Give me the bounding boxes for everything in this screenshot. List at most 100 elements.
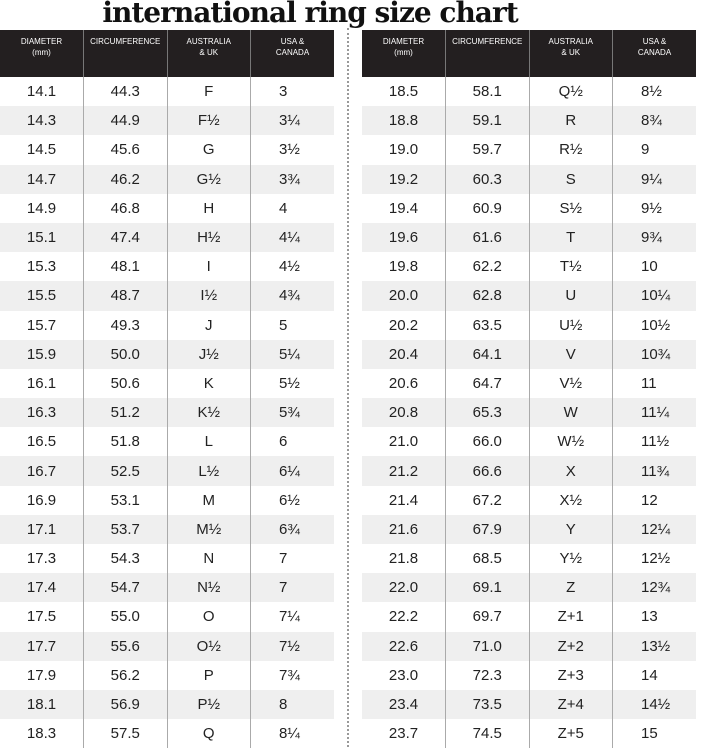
cell-diameter: 18.3 (0, 719, 84, 748)
cell-diameter: 19.0 (362, 135, 446, 165)
cell-circumference: 74.5 (445, 719, 530, 748)
cell-circumference: 48.7 (83, 281, 168, 311)
cell-circumference: 69.1 (445, 573, 530, 603)
cell-circumference: 50.0 (83, 339, 168, 369)
cell-australia-uk: U½ (529, 310, 613, 340)
cell-diameter: 15.3 (0, 252, 84, 282)
table-row: 15.1 47.4 H½ 4¼ (0, 222, 334, 253)
cell-circumference: 54.3 (83, 544, 168, 574)
table-row: 20.2 63.5 U½ 10½ (362, 310, 696, 340)
cell-circumference: 56.2 (83, 660, 168, 690)
table-row: 18.8 59.1 R 8¾ (362, 106, 696, 136)
table-row: 21.6 67.9 Y 12¼ (362, 514, 696, 544)
table-row: 14.9 46.8 H 4 (0, 193, 334, 223)
cell-australia-uk: G½ (167, 164, 251, 194)
cell-circumference: 63.5 (445, 310, 530, 340)
table-row: 19.4 60.9 S½ 9½ (362, 193, 696, 223)
cell-circumference: 57.5 (83, 719, 168, 748)
cell-australia-uk: X½ (529, 485, 613, 515)
table-row: 20.8 65.3 W 11¼ (362, 398, 696, 428)
header-diameter: DIAMETER (mm) (362, 30, 446, 77)
cell-diameter: 23.7 (362, 719, 446, 748)
cell-australia-uk: K (167, 368, 251, 399)
cell-usa-canada: 7 (279, 550, 288, 568)
cell-circumference: 44.3 (83, 77, 168, 107)
cell-circumference: 69.7 (445, 602, 530, 632)
cell-usa-canada: 3¼ (250, 106, 334, 136)
cell-australia-uk: H½ (167, 222, 251, 253)
cell-diameter: 16.1 (0, 368, 84, 399)
cell-circumference: 52.5 (83, 456, 168, 486)
cell-usa-canada: 9¾ (612, 222, 696, 253)
cell-diameter: 18.1 (0, 689, 84, 720)
cell-diameter: 19.8 (362, 252, 446, 282)
cell-circumference: 64.1 (445, 339, 530, 369)
table-row: 18.1 56.9 P½ 8 (0, 689, 334, 720)
table-row: 15.7 49.3 J 5 (0, 310, 334, 340)
cell-usa-canada: 6 (279, 433, 288, 451)
cell-australia-uk: K½ (167, 398, 251, 428)
cell-usa-canada: 12¾ (612, 573, 696, 603)
cell-australia-uk: W (529, 398, 613, 428)
cell-circumference: 67.9 (445, 514, 530, 544)
cell-circumference: 60.3 (445, 164, 530, 194)
cell-usa-canada: 7¾ (279, 666, 300, 684)
cell-diameter: 19.2 (362, 164, 446, 194)
cell-australia-uk: P½ (167, 689, 251, 720)
cell-diameter: 19.6 (362, 222, 446, 253)
cell-circumference: 45.6 (83, 135, 168, 165)
cell-diameter: 22.6 (362, 631, 446, 661)
cell-diameter: 20.2 (362, 310, 446, 340)
cell-usa-canada: 8 (250, 689, 334, 720)
cell-diameter: 16.3 (0, 398, 84, 428)
cell-australia-uk: M (167, 485, 251, 515)
cell-australia-uk: F (167, 77, 251, 107)
cell-diameter: 16.7 (0, 456, 84, 486)
cell-circumference: 68.5 (445, 544, 530, 574)
table-row: 19.0 59.7 R½ 9 (362, 135, 696, 165)
cell-australia-uk: P (167, 660, 251, 690)
cell-circumference: 59.1 (445, 106, 530, 136)
cell-circumference: 49.3 (83, 310, 168, 340)
cell-australia-uk: H (167, 193, 251, 223)
cell-usa-canada: 6¾ (250, 514, 334, 544)
cell-diameter: 18.5 (362, 77, 446, 107)
cell-usa-canada: 5 (279, 316, 288, 334)
cell-diameter: 21.4 (362, 485, 446, 515)
cell-diameter: 16.9 (0, 485, 84, 515)
cell-australia-uk: L (167, 427, 251, 457)
cell-circumference: 55.6 (83, 631, 168, 661)
cell-diameter: 17.4 (0, 573, 84, 603)
cell-australia-uk: N (167, 544, 251, 574)
cell-usa-canada: 4¼ (250, 222, 334, 253)
cell-diameter: 14.5 (0, 135, 84, 165)
cell-circumference: 64.7 (445, 368, 530, 399)
cell-australia-uk: V½ (529, 368, 613, 399)
table-row: 17.3 54.3 N 7 (0, 544, 334, 574)
table-row: 18.5 58.1 Q½ 8½ (362, 77, 696, 107)
cell-usa-canada: 8½ (641, 83, 662, 101)
cell-diameter: 23.0 (362, 660, 446, 690)
cell-diameter: 14.7 (0, 164, 84, 194)
cell-australia-uk: I (167, 252, 251, 282)
cell-circumference: 44.9 (83, 106, 168, 136)
table-row: 16.1 50.6 K 5½ (0, 368, 334, 399)
cell-circumference: 65.3 (445, 398, 530, 428)
header-circumference: CIRCUMFERENCE (83, 30, 168, 77)
cell-diameter: 21.2 (362, 456, 446, 486)
cell-circumference: 55.0 (83, 602, 168, 632)
table-row: 17.5 55.0 O 7¼ (0, 602, 334, 632)
table-row: 15.3 48.1 I 4½ (0, 252, 334, 282)
cell-usa-canada: 4 (279, 199, 288, 217)
cell-australia-uk: Y (529, 514, 613, 544)
cell-australia-uk: Z+3 (529, 660, 613, 690)
cell-australia-uk: G (167, 135, 251, 165)
cell-usa-canada: 15 (641, 725, 658, 743)
cell-australia-uk: Z (529, 573, 613, 603)
cell-australia-uk: J½ (167, 339, 251, 369)
cell-diameter: 20.6 (362, 368, 446, 399)
cell-australia-uk: T (529, 222, 613, 253)
cell-australia-uk: Q½ (529, 77, 613, 107)
cell-diameter: 21.8 (362, 544, 446, 574)
cell-diameter: 20.8 (362, 398, 446, 428)
